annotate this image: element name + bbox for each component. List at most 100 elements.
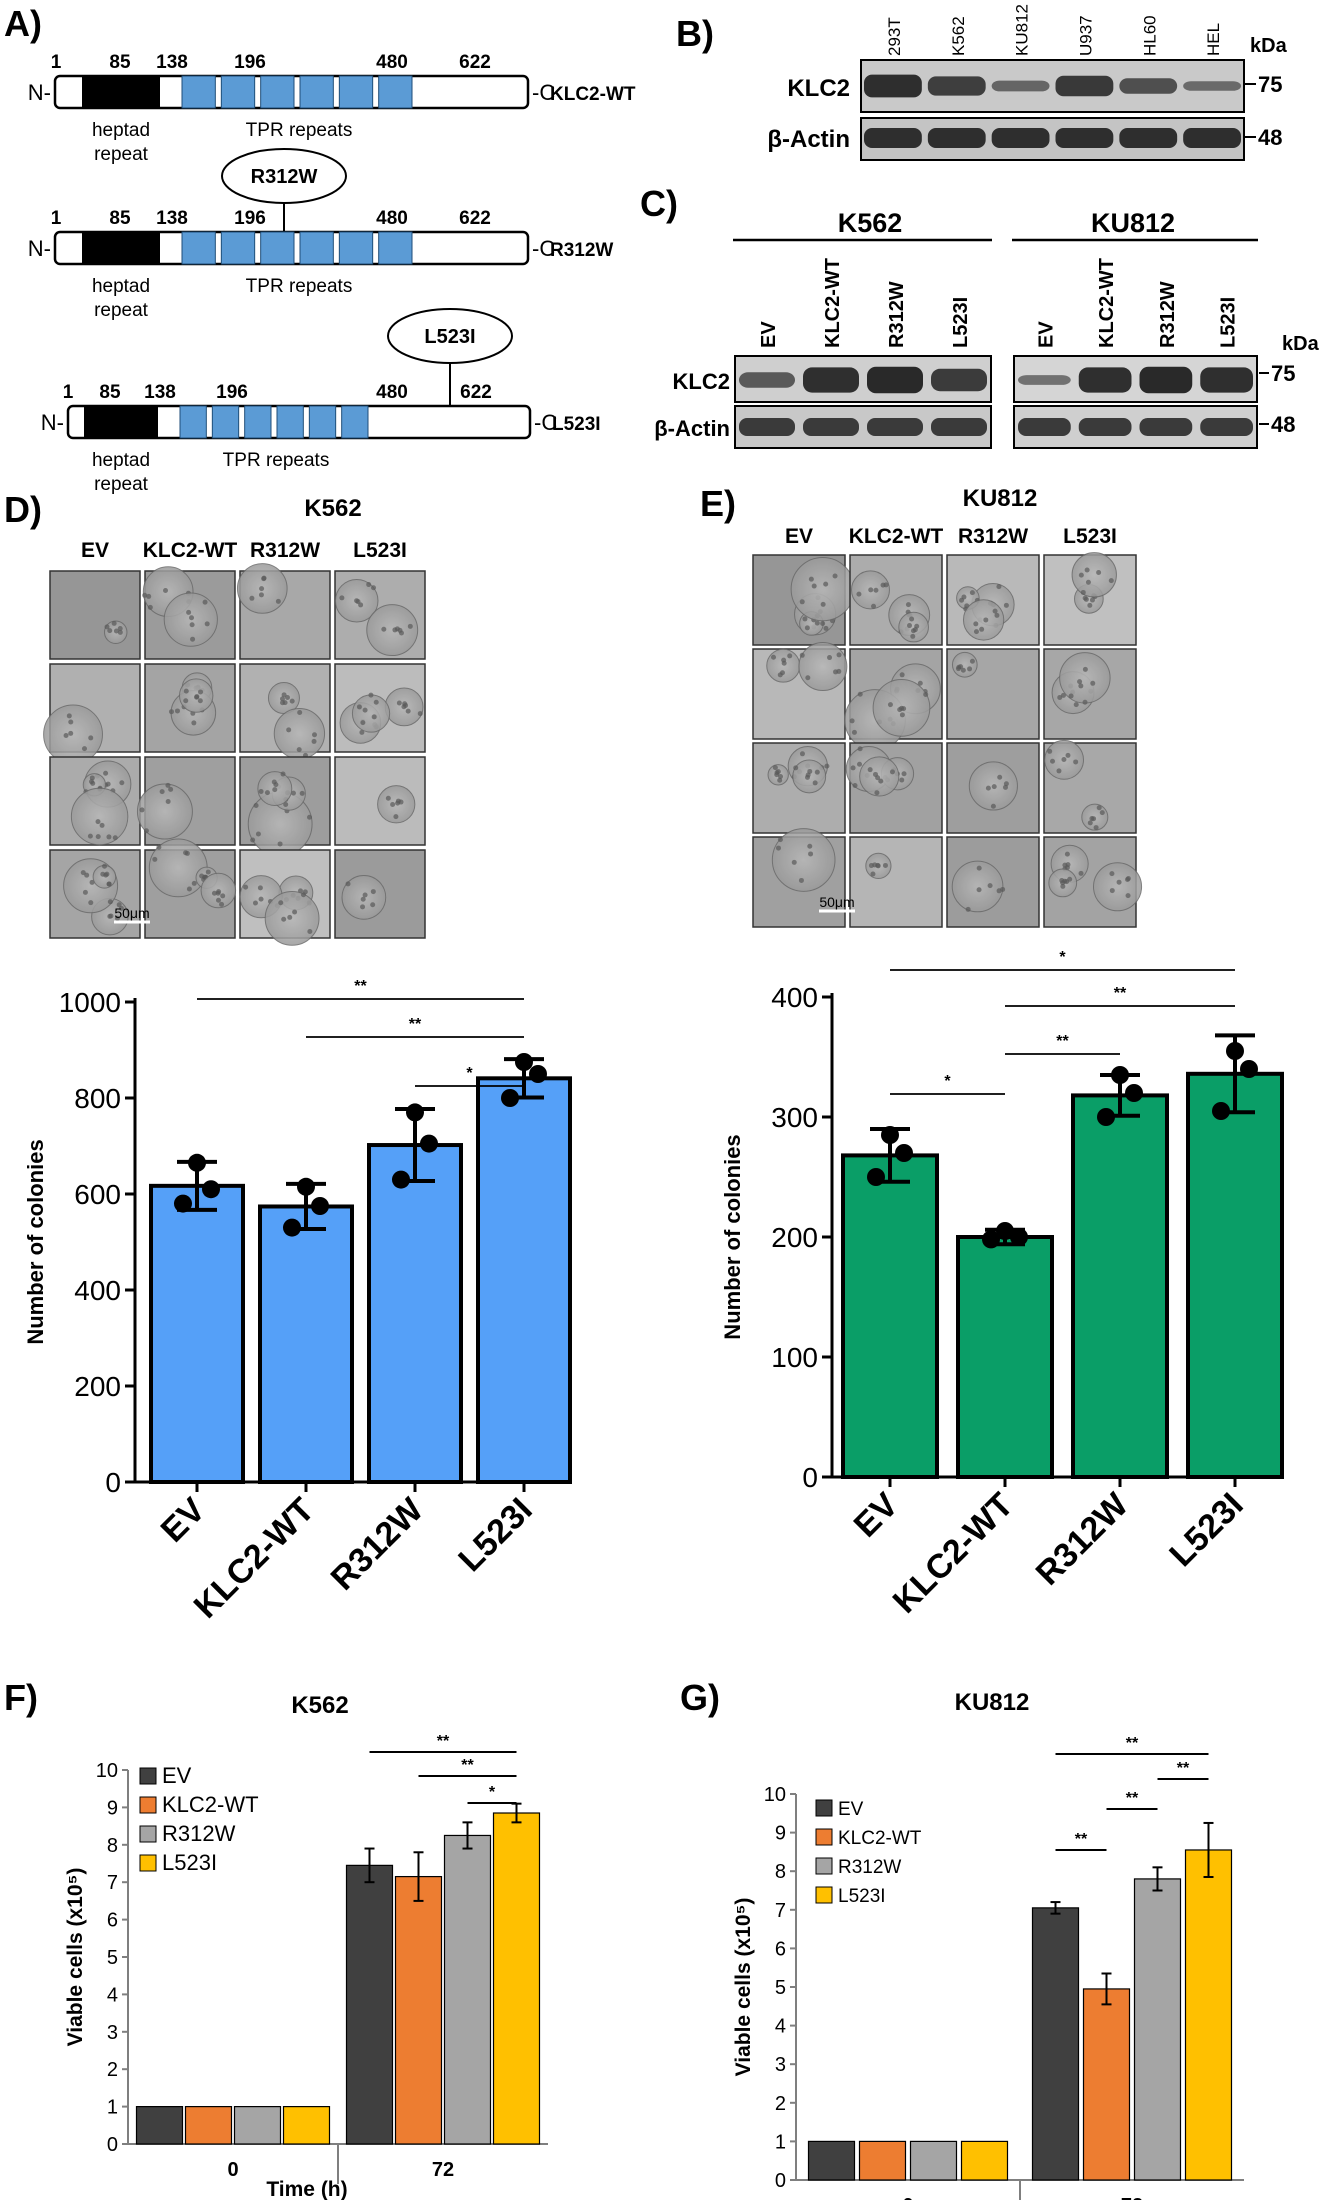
cell: [1078, 683, 1084, 689]
x-axis-title: Time (h): [266, 2178, 347, 2200]
band-klc2: [1055, 75, 1114, 97]
cell: [899, 712, 905, 718]
cell: [118, 905, 124, 911]
cell: [897, 707, 903, 713]
construct-name: L523I: [552, 414, 601, 435]
tpr-repeat: [378, 231, 413, 265]
lane-label: R312W: [886, 281, 908, 348]
blot-row-label: β-Actin: [654, 416, 730, 441]
cell: [370, 902, 376, 908]
x-tick-label: 0: [227, 2159, 238, 2181]
cell: [243, 884, 249, 890]
cell: [107, 899, 113, 905]
marker-75: 75: [1258, 72, 1282, 97]
cell: [807, 768, 813, 774]
cell: [284, 694, 290, 700]
cell: [777, 837, 783, 843]
construct-name: R312W: [550, 240, 613, 261]
x-tick-label: KLC2-WT: [187, 1491, 322, 1626]
tpr-repeat: [338, 231, 374, 265]
y-tick-label: 600: [74, 1179, 121, 1210]
cell: [258, 896, 264, 902]
mutation-bubble: [221, 148, 347, 204]
colony-cluster: [351, 694, 391, 733]
image-column-label: R312W: [250, 539, 320, 562]
cell: [1064, 851, 1070, 857]
cell: [983, 617, 989, 623]
heptad-domain: [84, 406, 158, 438]
band-klc2: [1139, 366, 1193, 394]
tpr-repeat: [276, 405, 304, 439]
significance-label: **: [1177, 1760, 1190, 1777]
pos-622: 622: [459, 208, 491, 229]
lane-label: HEL: [1204, 23, 1223, 56]
colony-cluster: [1071, 552, 1117, 598]
heptad-label: repeat: [94, 474, 149, 495]
cell: [959, 597, 965, 603]
cell: [1082, 595, 1088, 601]
cell: [1085, 579, 1091, 585]
lane-label: KLC2-WT: [1096, 258, 1118, 348]
lane-label: K562: [949, 16, 968, 56]
cell: [183, 850, 189, 856]
cell: [189, 615, 195, 621]
blot-group-title: KU812: [1091, 208, 1175, 238]
cell: [143, 828, 149, 834]
significance-label: **: [1126, 1790, 1139, 1807]
colony-cluster: [43, 704, 103, 765]
cell: [190, 636, 196, 642]
pos-622: 622: [459, 52, 491, 73]
band-actin: [1078, 418, 1132, 436]
cell: [899, 672, 905, 678]
cell: [870, 871, 876, 877]
y-tick-label: 10: [764, 1784, 786, 1806]
y-tick-label: 4: [107, 1984, 118, 2006]
cell: [371, 714, 377, 720]
pos-138: 138: [156, 52, 188, 73]
cell: [778, 773, 784, 779]
cell: [781, 657, 787, 663]
cell: [107, 628, 113, 634]
cell: [899, 777, 905, 783]
cell: [307, 928, 313, 934]
data-point: [283, 1218, 301, 1237]
blot-row-label: β-Actin: [767, 126, 850, 153]
cell: [857, 691, 863, 697]
cell: [63, 733, 69, 739]
blot-group-title: K562: [838, 208, 903, 238]
y-tick-label: 400: [771, 982, 818, 1013]
data-point: [1226, 1042, 1244, 1060]
tpr-repeat: [299, 231, 334, 265]
cell: [81, 746, 87, 752]
cell: [371, 585, 377, 591]
panel-label-d: D): [4, 489, 42, 530]
pos-85: 85: [109, 52, 131, 73]
cell: [108, 913, 114, 919]
cell: [1093, 825, 1099, 831]
cell: [183, 688, 189, 694]
cell: [202, 599, 208, 605]
data-point: [420, 1134, 438, 1153]
cell: [1108, 578, 1114, 584]
cell: [264, 790, 270, 796]
cell: [362, 892, 368, 898]
cell: [68, 730, 74, 736]
cell: [882, 862, 888, 868]
cell: [1096, 570, 1102, 576]
band-klc2: [991, 80, 1050, 92]
cell: [88, 900, 94, 906]
cell: [901, 706, 907, 712]
cell: [287, 914, 293, 920]
pos-1: 1: [51, 208, 62, 229]
pos-85: 85: [99, 382, 121, 403]
cell: [804, 625, 810, 631]
bar: [841, 1153, 939, 1480]
x-tick-label: 0: [902, 2195, 913, 2200]
colony-image-grid-k562: EV KLC2-WT R312W L523I 50μm: [43, 539, 426, 946]
significance-label: **: [1056, 1033, 1069, 1050]
colony-cluster: [898, 611, 929, 643]
image-column-label: L523I: [1063, 525, 1117, 548]
band-actin: [931, 418, 987, 436]
cell: [99, 822, 105, 828]
lane-label: 293T: [885, 17, 904, 56]
